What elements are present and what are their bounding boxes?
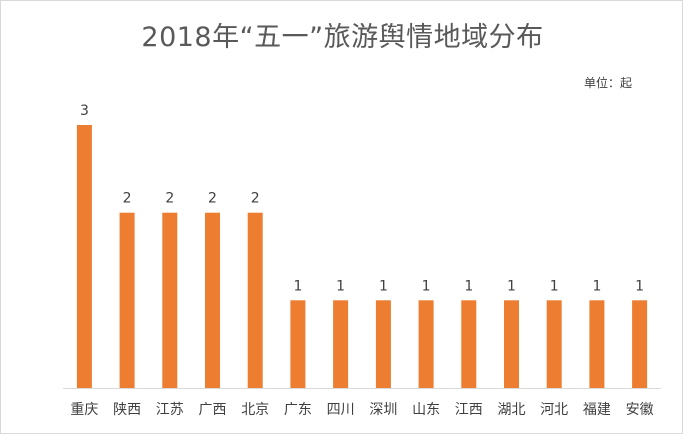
bar-安徽 [632,300,648,388]
bar-广西 [205,212,220,388]
x-tick-label-广西: 广西 [199,402,227,418]
data-label-四川: 1 [336,278,345,294]
bar-广东 [290,300,306,388]
data-label-安徽: 1 [635,278,644,294]
x-tick-label-深圳: 深圳 [369,402,397,418]
x-tick-label-重庆: 重庆 [70,402,98,418]
bar-四川 [333,300,349,388]
x-tick-label-安徽: 安徽 [626,402,654,418]
x-tick-label-陕西: 陕西 [113,402,141,418]
x-tick-label-广东: 广东 [284,402,312,418]
bar-河北 [546,300,562,388]
x-tick-label-河北: 河北 [540,402,568,418]
data-label-陕西: 2 [123,191,132,207]
data-label-广西: 2 [208,191,217,207]
x-tick-label-湖北: 湖北 [498,402,526,418]
data-label-山东: 1 [422,278,431,294]
bar-重庆 [76,125,92,388]
x-tick-label-江西: 江西 [455,402,483,418]
x-tick-label-山东: 山东 [412,402,440,418]
data-label-湖北: 1 [507,278,516,294]
bar-陕西 [119,212,135,388]
data-label-江西: 1 [464,278,473,294]
data-label-北京: 2 [251,191,260,207]
x-tick-label-江苏: 江苏 [156,402,184,418]
x-tick-label-福建: 福建 [583,402,611,418]
data-label-河北: 1 [550,278,559,294]
data-label-深圳: 1 [379,278,388,294]
unit-label: 单位：起 [584,76,633,90]
bar-江苏 [162,212,178,388]
x-tick-label-四川: 四川 [327,402,355,418]
bar-北京 [247,212,263,388]
data-label-江苏: 2 [165,191,174,207]
data-label-广东: 1 [293,278,302,294]
bar-深圳 [375,300,391,388]
bar-山东 [418,300,434,388]
data-label-福建: 1 [592,278,601,294]
bar-江西 [461,300,477,388]
x-tick-label-北京: 北京 [241,402,269,418]
bar-福建 [589,300,605,388]
chart-title: 2018年“五一”旅游舆情地域分布 [141,22,544,53]
data-label-重庆: 3 [80,103,89,119]
bar-湖北 [504,300,519,388]
